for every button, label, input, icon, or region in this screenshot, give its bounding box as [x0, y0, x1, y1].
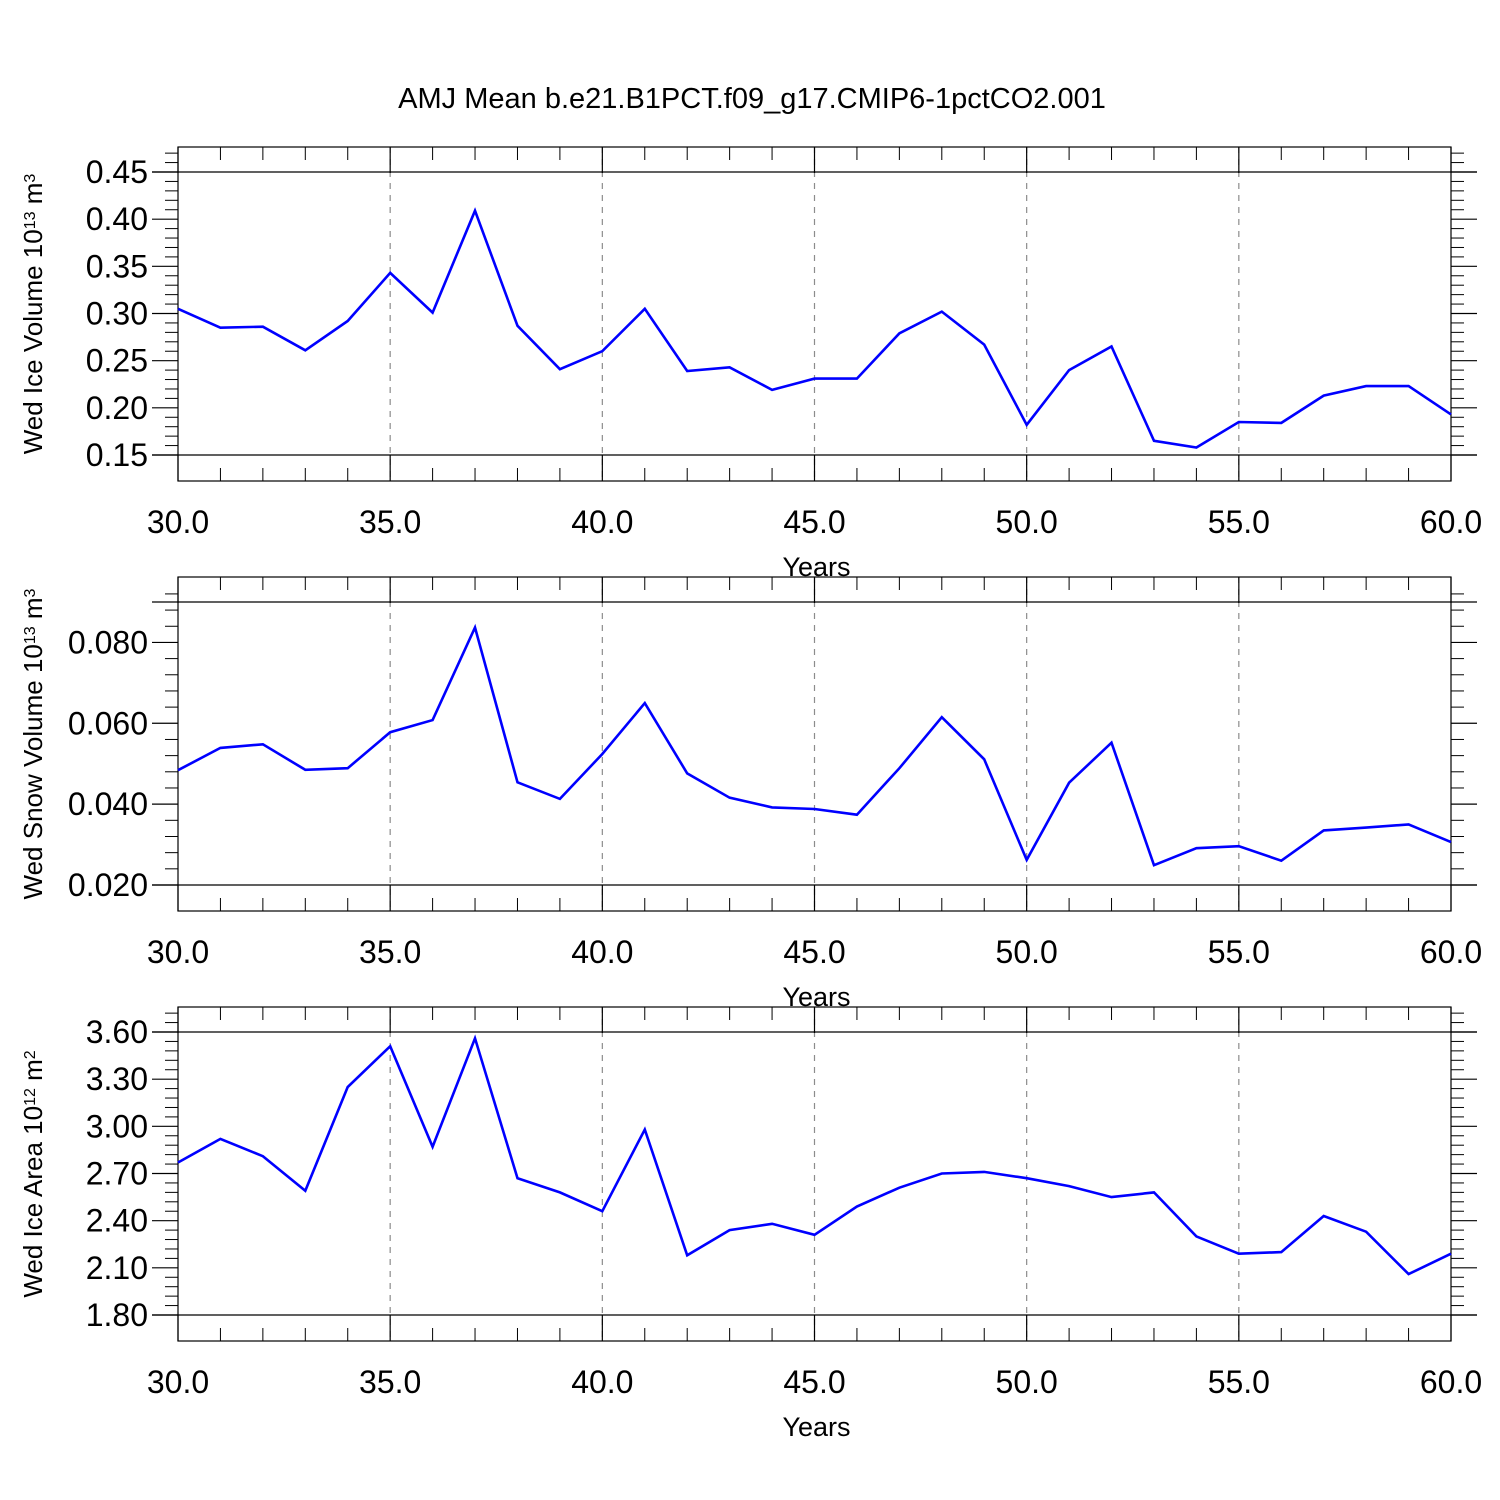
- x-tick-label: 50.0: [996, 934, 1058, 970]
- y-tick-label: 3.00: [86, 1108, 148, 1144]
- x-tick-label: 45.0: [783, 504, 845, 540]
- x-axis-title: Years: [782, 1412, 850, 1442]
- x-tick-label: 60.0: [1420, 1364, 1482, 1400]
- y-tick-label: 0.35: [86, 248, 148, 284]
- x-tick-label: 30.0: [147, 934, 209, 970]
- y-tick-label: 0.15: [86, 437, 148, 473]
- x-tick-label: 50.0: [996, 1364, 1058, 1400]
- x-tick-label: 50.0: [996, 504, 1058, 540]
- y-axis-title: Wed Snow Volume 1013 m3: [18, 588, 48, 899]
- panel-2: 0.020 0.040 0.060 0.080 30.0 35.0 40.0 45.0 50.0…: [18, 576, 1482, 1012]
- panels: 0.15 0.20 0.25 0.30 0.35 0.40 0.45 30.0 35.0 40.0…: [18, 146, 1482, 1442]
- x-tick-label: 45.0: [783, 1364, 845, 1400]
- chart-title: AMJ Mean b.e21.B1PCT.f09_g17.CMIP6-1pctC…: [398, 83, 1106, 115]
- x-tick-label: 40.0: [571, 504, 633, 540]
- y-tick-label: 2.40: [86, 1203, 148, 1239]
- y-tick-label: 1.80: [86, 1297, 148, 1333]
- x-tick-label: 30.0: [147, 504, 209, 540]
- y-tick-label: 0.020: [68, 867, 148, 903]
- y-tick-label: 0.30: [86, 296, 148, 332]
- series-line: [177, 623, 1452, 867]
- y-tick-label: 0.040: [68, 786, 148, 822]
- series-line: [177, 1034, 1452, 1276]
- y-tick-label: 0.45: [86, 154, 148, 190]
- y-tick-label: 0.080: [68, 624, 148, 660]
- x-tick-label: 55.0: [1208, 934, 1270, 970]
- x-tick-label: 60.0: [1420, 504, 1482, 540]
- y-tick-label: 0.060: [68, 705, 148, 741]
- panel-3: 1.80 2.10 2.40 2.70 3.00 3.30 3.60 30.0 35.0 40.0…: [18, 1006, 1482, 1442]
- x-tick-label: 35.0: [359, 504, 421, 540]
- x-tick-label: 60.0: [1420, 934, 1482, 970]
- x-tick-label: 30.0: [147, 1364, 209, 1400]
- y-tick-label: 2.10: [86, 1250, 148, 1286]
- y-tick-label: 0.25: [86, 343, 148, 379]
- y-tick-label: 2.70: [86, 1156, 148, 1192]
- x-tick-label: 55.0: [1208, 504, 1270, 540]
- y-tick-label: 3.60: [86, 1014, 148, 1050]
- series-line: [177, 207, 1452, 449]
- x-tick-label: 55.0: [1208, 1364, 1270, 1400]
- x-tick-label: 35.0: [359, 934, 421, 970]
- x-tick-label: 35.0: [359, 1364, 421, 1400]
- x-tick-label: 45.0: [783, 934, 845, 970]
- x-tick-label: 40.0: [571, 934, 633, 970]
- y-tick-label: 3.30: [86, 1061, 148, 1097]
- y-axis-title: Wed Ice Volume 1013 m3: [18, 174, 48, 455]
- y-tick-label: 0.40: [86, 201, 148, 237]
- x-tick-label: 40.0: [571, 1364, 633, 1400]
- y-tick-label: 0.20: [86, 390, 148, 426]
- y-axis-title: Wed Ice Area 1012 m2: [18, 1050, 48, 1297]
